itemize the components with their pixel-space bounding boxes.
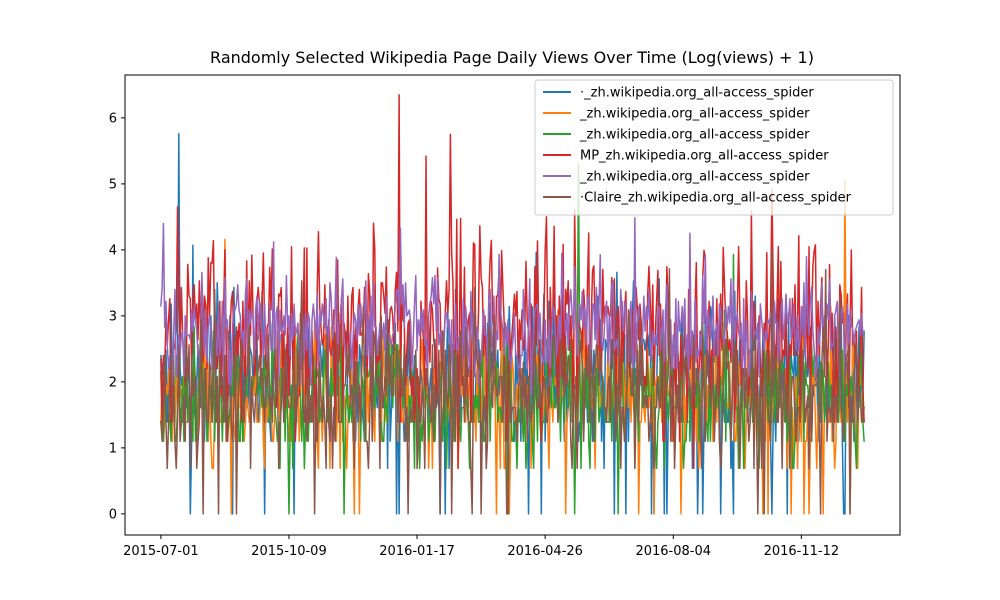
axes: 0 1 2 3 4 5 6 2015-07-01 2015-10-09 2016-01-17 201… bbox=[109, 74, 901, 559]
y-tick-label: 1 bbox=[109, 441, 117, 456]
x-tick-label: 2016-01-17 bbox=[379, 544, 455, 559]
y-tick-label: 3 bbox=[109, 309, 117, 324]
y-tick-label: 4 bbox=[109, 243, 117, 258]
x-tick-label: 2016-08-04 bbox=[635, 544, 711, 559]
y-tick-label: 0 bbox=[109, 507, 117, 522]
y-tick-label: 6 bbox=[109, 111, 117, 126]
series-lines bbox=[160, 94, 865, 515]
x-tick-label: 2016-11-12 bbox=[764, 544, 840, 559]
x-tick-label: 2016-04-26 bbox=[507, 544, 583, 559]
plot-frame bbox=[124, 74, 901, 536]
legend-label: MP_zh.wikipedia.org_all-access_spider bbox=[580, 149, 829, 164]
legend-label: ·Claire_zh.wikipedia.org_all-access_spid… bbox=[580, 191, 852, 206]
x-tick-label: 2015-10-09 bbox=[251, 544, 327, 559]
legend: ·_zh.wikipedia.org_all-access_spider _zh.… bbox=[534, 79, 894, 216]
legend-label: _zh.wikipedia.org_all-access_spider bbox=[579, 170, 810, 185]
y-tick-label: 5 bbox=[109, 177, 117, 192]
legend-label: _zh.wikipedia.org_all-access_spider bbox=[579, 107, 810, 122]
series-line bbox=[160, 216, 865, 397]
x-tick-label: 2015-07-01 bbox=[123, 544, 199, 559]
chart-title: Randomly Selected Wikipedia Page Daily V… bbox=[210, 48, 814, 67]
plot-area bbox=[160, 94, 865, 515]
series-line bbox=[160, 249, 865, 515]
legend-box bbox=[534, 79, 894, 216]
y-tick-label: 2 bbox=[109, 375, 117, 390]
legend-label: ·_zh.wikipedia.org_all-access_spider bbox=[580, 86, 814, 101]
legend-label: _zh.wikipedia.org_all-access_spider bbox=[579, 128, 810, 143]
